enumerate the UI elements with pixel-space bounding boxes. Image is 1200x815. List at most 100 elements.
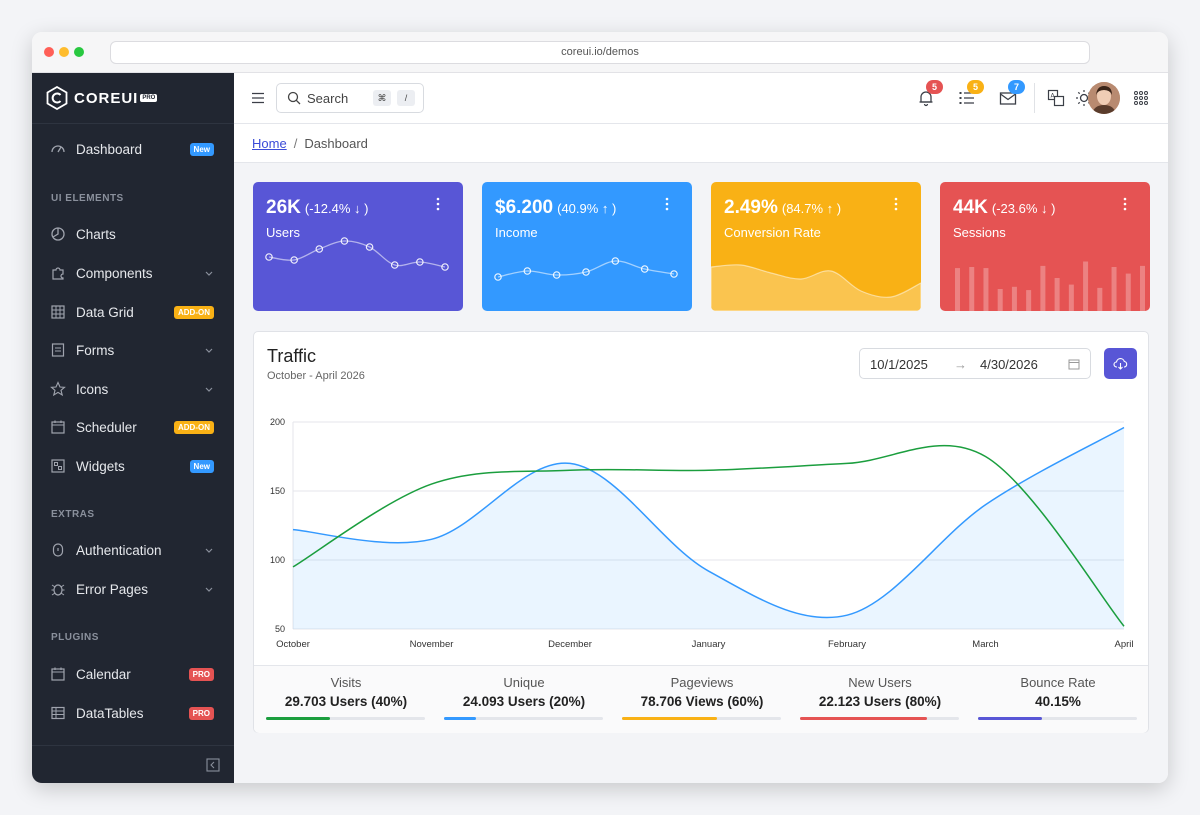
breadcrumb-home-link[interactable]: Home: [252, 135, 287, 151]
search-placeholder: Search: [307, 90, 349, 106]
sidebar-item-label: Dashboard: [76, 141, 143, 157]
sidebar-item-calendar[interactable]: Calendar PRO: [32, 655, 234, 693]
language-icon: A: [1047, 89, 1065, 107]
collapse-sidebar-icon[interactable]: [206, 758, 220, 772]
spreadsheet-icon: [50, 705, 66, 721]
url-bar[interactable]: coreui.io/demos: [110, 41, 1090, 64]
summary-stat-new-users: New Users 22.123 Users (80%): [800, 675, 960, 709]
hamburger-menu-icon[interactable]: [251, 92, 265, 104]
notifications-badge: 5: [926, 80, 943, 94]
notifications-button[interactable]: 5: [917, 80, 943, 107]
sidebar-item-label: Authentication: [76, 542, 162, 558]
sparkline-bar: [1068, 284, 1074, 311]
grid-icon: [50, 304, 66, 320]
sidebar-item-forms[interactable]: Forms: [32, 331, 234, 369]
header-divider: [1034, 83, 1035, 113]
sidebar-item-label: Icons: [76, 381, 109, 397]
sidebar-item-authentication[interactable]: Authentication: [32, 531, 234, 569]
close-window-button[interactable]: [44, 47, 54, 57]
minimize-window-button[interactable]: [59, 47, 69, 57]
maximize-window-button[interactable]: [74, 47, 84, 57]
language-button[interactable]: A: [1047, 89, 1065, 107]
section-plugins: PLUGINS: [51, 632, 99, 643]
date-from-input[interactable]: 10/1/2025: [870, 357, 928, 372]
date-to-input[interactable]: 4/30/2026: [980, 357, 1038, 372]
sparkline-bar: [1125, 273, 1131, 311]
sidebar-item-label: Components: [76, 265, 153, 281]
y-tick-label: 200: [270, 417, 285, 427]
sidebar-item-label: Data Grid: [76, 304, 134, 320]
stat-value: $6.200 (40.9% ↑ ): [495, 197, 617, 218]
sidebar-item-scheduler[interactable]: Scheduler ADD-ON: [32, 408, 234, 446]
more-vertical-icon[interactable]: [1122, 197, 1128, 211]
search-input[interactable]: Search ⌘ /: [276, 83, 424, 113]
arrow-right-icon: →: [954, 357, 967, 372]
grid-apps-icon: [1134, 91, 1148, 105]
sparkline-bar: [1011, 286, 1017, 311]
summary-stat-value: 22.123 Users (80%): [818, 694, 942, 709]
sparkline-bar: [1083, 261, 1089, 311]
sidebar-item-label: Charts: [76, 226, 116, 242]
sidebar-item-widgets[interactable]: Widgets New: [32, 447, 234, 485]
progress-track: [444, 717, 603, 720]
sparkline-point: [552, 271, 561, 279]
avatar[interactable]: [1088, 82, 1120, 114]
sidebar-item-data-grid[interactable]: Data Grid ADD-ON: [32, 293, 234, 331]
sidebar-item-label: Widgets: [76, 458, 125, 474]
stat-value: 2.49% (84.7% ↑ ): [724, 197, 842, 218]
x-tick-label: January: [692, 639, 726, 650]
traffic-line-chart: 50 100 150 200 October November December Januar…: [270, 417, 1134, 650]
breadcrumb-current: Dashboard: [304, 135, 368, 151]
x-tick-label: October: [276, 639, 310, 650]
sidebar-item-icons[interactable]: Icons: [32, 370, 234, 408]
notes-icon: [50, 342, 66, 358]
messages-button[interactable]: 7: [999, 80, 1025, 107]
stat-card-users: 26K (-12.4% ↓ ) Users: [253, 182, 463, 311]
sidebar-item-datatables[interactable]: DataTables PRO: [32, 694, 234, 732]
date-range-picker[interactable]: 10/1/2025 → 4/30/2026: [859, 348, 1091, 379]
more-vertical-icon[interactable]: [893, 197, 899, 211]
stat-label: Income: [495, 225, 538, 240]
sidebar-item-label: Scheduler: [76, 419, 137, 435]
progress-track: [622, 717, 781, 720]
sidebar-item-charts[interactable]: Charts: [32, 215, 234, 253]
kbd-slash-key: /: [397, 90, 415, 106]
series-area-fill: [293, 427, 1124, 629]
brand-logo[interactable]: COREUI PRO: [32, 73, 234, 124]
tasks-button[interactable]: 5: [958, 80, 984, 107]
chevron-down-icon: [205, 587, 213, 592]
brand-name: COREUI: [74, 89, 139, 107]
sparkline-point: [611, 257, 620, 265]
series-line-0: [292, 426, 1125, 619]
sidebar-item-dashboard[interactable]: Dashboard New: [32, 130, 234, 168]
sparkline-point: [315, 245, 324, 253]
sparkline-point: [523, 267, 532, 275]
stat-change: (84.7% ↑ ): [781, 201, 842, 216]
sidebar-item-error-pages[interactable]: Error Pages: [32, 570, 234, 608]
sparkline-bar: [969, 267, 975, 311]
coreui-logo-icon: [46, 86, 68, 110]
stat-card-income: $6.200 (40.9% ↑ ) Income: [482, 182, 692, 311]
traffic-summary: Visits 29.703 Users (40%) Unique 24.093 Use…: [254, 665, 1148, 733]
sidebar-item-components[interactable]: Components: [32, 254, 234, 292]
more-vertical-icon[interactable]: [435, 197, 441, 211]
calendar-icon: [50, 419, 66, 435]
addon-badge: ADD-ON: [174, 305, 214, 319]
calendar-icon: [50, 666, 66, 682]
sparkline-bar: [1040, 265, 1046, 311]
puzzle-icon: [50, 265, 66, 281]
chevron-down-icon: [205, 271, 213, 276]
more-vertical-icon[interactable]: [664, 197, 670, 211]
sparkline-path: [268, 240, 446, 268]
y-tick-label: 100: [270, 555, 285, 565]
stat-card-conversion-rate: 2.49% (84.7% ↑ ) Conversion Rate: [711, 182, 921, 311]
brand-pro-badge: PRO: [140, 94, 158, 102]
x-tick-label: March: [972, 639, 998, 650]
chart-pie-icon: [50, 226, 66, 242]
stat-change: (40.9% ↑ ): [557, 201, 617, 216]
download-button[interactable]: [1104, 348, 1137, 379]
stat-value: 26K (-12.4% ↓ ): [266, 197, 369, 218]
summary-stat-value: 40.15%: [1035, 694, 1081, 709]
summary-stat-label: Bounce Rate: [1020, 675, 1096, 690]
apps-button[interactable]: [1133, 90, 1151, 108]
